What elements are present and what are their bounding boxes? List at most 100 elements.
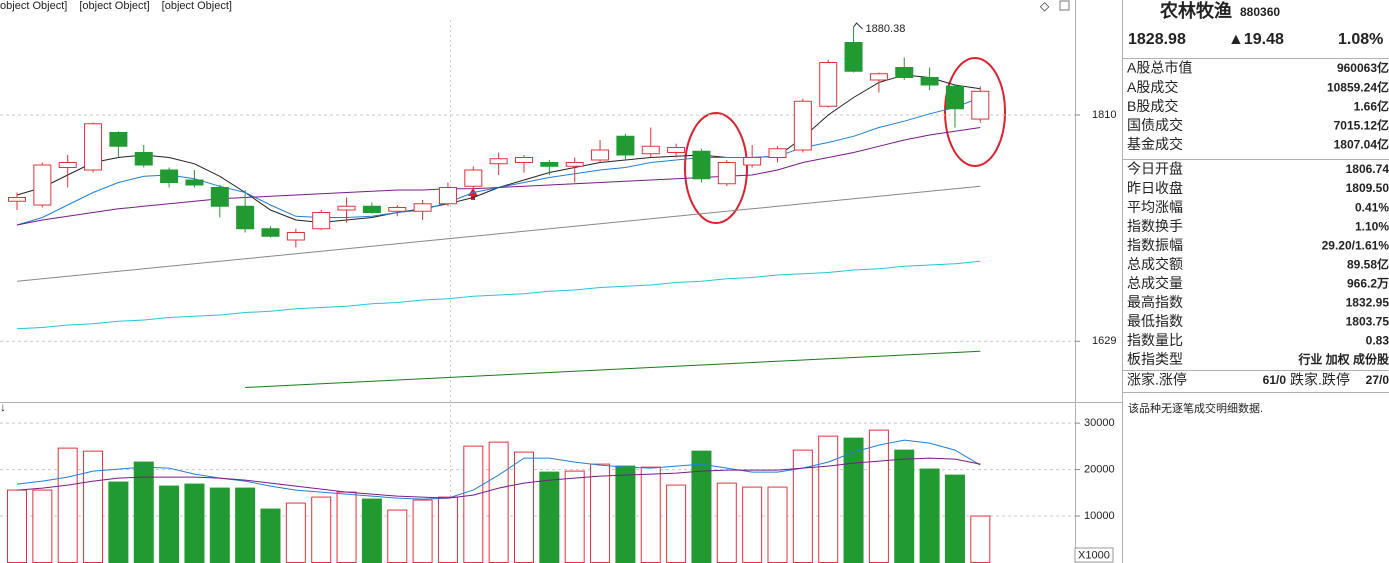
- candle-body: [768, 148, 787, 158]
- volume-bar: [868, 429, 889, 563]
- candle-body: [717, 162, 736, 185]
- volume-bar: [361, 498, 382, 563]
- high-annotation: 1880.38: [866, 23, 906, 35]
- candle-body: [109, 132, 128, 147]
- field-label: 平均涨幅: [1127, 199, 1183, 215]
- volume-bar: [539, 471, 560, 563]
- quote-percent: 1.08%: [1338, 31, 1383, 48]
- footer-note: 该品种无逐笔成交明细数据.: [1128, 401, 1263, 415]
- field-label: 跌家.跌停: [1290, 372, 1350, 388]
- candle-body: [236, 205, 255, 230]
- field-value: 27/0: [1366, 373, 1389, 387]
- field-label: 指数换手: [1127, 218, 1183, 234]
- icon-diamond[interactable]: ◇: [1040, 0, 1050, 13]
- candle-body: [58, 162, 77, 168]
- field-value: 1832.95: [1346, 296, 1389, 310]
- field-label: 今日开盘: [1127, 161, 1183, 177]
- field-label: A股成交: [1127, 79, 1178, 95]
- field-value: 89.58亿: [1347, 256, 1389, 271]
- field-label: 最低指数: [1127, 313, 1183, 329]
- ma-line: [16, 185, 981, 282]
- candle-body: [895, 67, 914, 78]
- candle-body: [438, 187, 457, 205]
- candle-body: [920, 77, 939, 86]
- candle-body: [8, 197, 26, 202]
- field-value: 1806.74: [1346, 162, 1389, 176]
- quote-price: 1828.98: [1128, 31, 1186, 48]
- field-label: 指数量比: [1127, 332, 1183, 348]
- y-tick-label: 1629: [1092, 335, 1116, 347]
- candle-body: [464, 169, 483, 187]
- ma-line: [16, 260, 981, 330]
- volume-bar: [818, 435, 839, 563]
- candle-body: [945, 85, 964, 110]
- candle-body: [692, 150, 711, 180]
- volume-bar: [666, 484, 687, 563]
- volume-bar: [260, 508, 281, 563]
- unit-box: [1074, 547, 1114, 563]
- quote-code: 880360: [1240, 5, 1280, 19]
- ma-line: [16, 457, 981, 499]
- candle-body: [819, 62, 838, 107]
- field-label: 板指类型: [1127, 351, 1183, 367]
- volume-bar: [944, 474, 965, 563]
- candle-body: [362, 205, 381, 213]
- volume-bar: [615, 465, 636, 563]
- buy-marker: [468, 188, 478, 200]
- pane-marker: ↓: [0, 400, 6, 414]
- candle-body: [971, 90, 990, 120]
- volume-bar: [159, 485, 180, 563]
- volume-bar: [590, 463, 611, 563]
- legend-entry: [object Object]: [162, 0, 232, 12]
- candle-body: [869, 73, 888, 81]
- volume-bar: [970, 515, 991, 563]
- candle-body: [134, 152, 153, 166]
- volume-bar: [412, 499, 433, 563]
- field-value: 29.20/1.61%: [1322, 238, 1389, 252]
- volume-bar: [488, 441, 509, 563]
- candle-body: [261, 228, 280, 237]
- volume-bar: [514, 451, 534, 563]
- volume-bar: [564, 470, 585, 563]
- volume-bar: [716, 482, 737, 563]
- volume-bar: [767, 486, 788, 563]
- volume-bar: [640, 466, 661, 563]
- volume-bar: [32, 489, 53, 563]
- field-value: 10859.24亿: [1327, 79, 1389, 94]
- volume-bar: [311, 496, 332, 563]
- field-label: 总成交量: [1127, 275, 1183, 291]
- volume-bar: [843, 437, 864, 563]
- field-label: 总成交额: [1127, 256, 1183, 272]
- candle-body: [413, 203, 432, 212]
- volume-bar: [285, 502, 306, 563]
- field-label: A股总市值: [1127, 60, 1192, 76]
- highlight-ellipse: [944, 57, 1006, 167]
- candle-body: [565, 162, 584, 167]
- field-label: 最高指数: [1127, 294, 1183, 310]
- legend-entry: [object Object]: [0, 0, 67, 12]
- volume-bar: [919, 468, 940, 563]
- field-value: 1803.75: [1346, 315, 1389, 329]
- volume-bar: [463, 445, 484, 563]
- quote-change: ▲19.48: [1228, 31, 1284, 48]
- candle-body: [489, 158, 508, 165]
- field-value: 960063亿: [1337, 60, 1389, 75]
- candle-body: [312, 212, 331, 230]
- icon-window[interactable]: [1059, 0, 1070, 11]
- annotation-leader: [853, 22, 863, 30]
- volume-bar: [108, 481, 129, 563]
- field-label: 基金成交: [1127, 136, 1183, 152]
- candle-body: [641, 145, 660, 155]
- candle-body: [286, 232, 305, 241]
- field-label: B股成交: [1127, 98, 1178, 114]
- field-label: 指数振幅: [1127, 237, 1183, 253]
- volume-bar: [336, 491, 357, 563]
- volume-bar: [83, 450, 104, 563]
- legend-entry: [object Object]: [79, 0, 149, 12]
- field-value: 1809.50: [1346, 181, 1389, 195]
- ma-line: [245, 350, 981, 388]
- field-label: 涨家.涨停: [1127, 372, 1187, 388]
- candle-body: [540, 162, 559, 167]
- candle-body: [337, 205, 356, 211]
- candle-body: [388, 207, 407, 212]
